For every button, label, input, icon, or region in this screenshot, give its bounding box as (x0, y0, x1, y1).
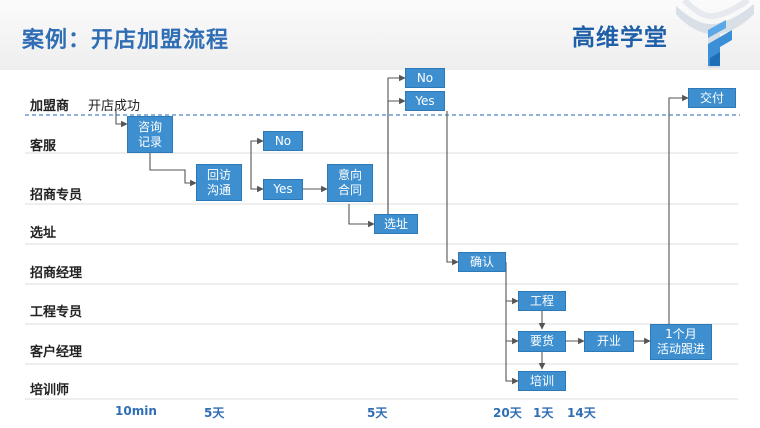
step-training[interactable]: 培训 (518, 371, 566, 391)
step-callback[interactable]: 回访 沟通 (196, 164, 242, 201)
connector-start-consult (115, 109, 128, 128)
brand-logo-icon (676, 0, 754, 68)
connector-confirm-training (505, 341, 519, 385)
timeline-label: 5天 (367, 406, 388, 420)
connector-intent-site (348, 204, 375, 228)
step-site-selection[interactable]: 选址 (374, 214, 418, 234)
connector-confirm-engineering (505, 262, 519, 305)
lane-label-trainer: 培训师 (30, 383, 70, 398)
step-delivery[interactable]: 交付 (688, 88, 736, 108)
lane-label-account: 客户经理 (30, 345, 83, 360)
step-no-1[interactable]: No (263, 131, 303, 151)
start-text: 开店成功 (88, 99, 141, 114)
step-yes-1[interactable]: Yes (263, 179, 303, 200)
step-confirm[interactable]: 确认 (458, 252, 506, 272)
step-supply[interactable]: 要货 (518, 331, 566, 352)
lane-label-recruiter: 招商专员 (30, 188, 83, 203)
lane-label-site: 选址 (30, 226, 57, 241)
lane-label-engineer: 工程专员 (30, 305, 83, 320)
connector-yes-confirm (446, 111, 459, 266)
step-no-2[interactable]: No (405, 68, 445, 88)
connector-consult-callback (149, 153, 197, 187)
timeline-label: 5天 (204, 406, 225, 420)
brand-name: 高维学堂 (572, 25, 668, 51)
lane-label-manager: 招商经理 (30, 266, 83, 281)
timeline-label: 20天 (493, 406, 522, 420)
timeline-label: 10min (115, 404, 157, 418)
connector-site-no (387, 74, 406, 214)
step-intent-contract[interactable]: 意向 合同 (327, 164, 373, 202)
step-campaign-followup[interactable]: 1个月 活动跟进 (650, 324, 712, 360)
connector-callback-yes (250, 178, 264, 193)
page-title: 案例：开店加盟流程 (22, 28, 230, 53)
timeline-label: 1天 (533, 406, 554, 420)
step-yes-2[interactable]: Yes (405, 91, 445, 111)
lane-label-service: 客服 (30, 139, 57, 154)
lane-separators (25, 152, 738, 400)
timeline-label: 14天 (567, 406, 596, 420)
connector-site-yes (387, 97, 406, 214)
step-opening[interactable]: 开业 (584, 331, 634, 352)
step-engineering[interactable]: 工程 (518, 291, 566, 311)
step-consult[interactable]: 咨询 记录 (127, 116, 173, 153)
header-bar: 案例：开店加盟流程 高维学堂 (0, 0, 760, 70)
lane-label-franchisee: 加盟商 (30, 99, 70, 114)
connector-campaign-delivery (668, 94, 689, 324)
connector-callback-no (250, 137, 264, 178)
connector-confirm-supply (505, 301, 519, 345)
